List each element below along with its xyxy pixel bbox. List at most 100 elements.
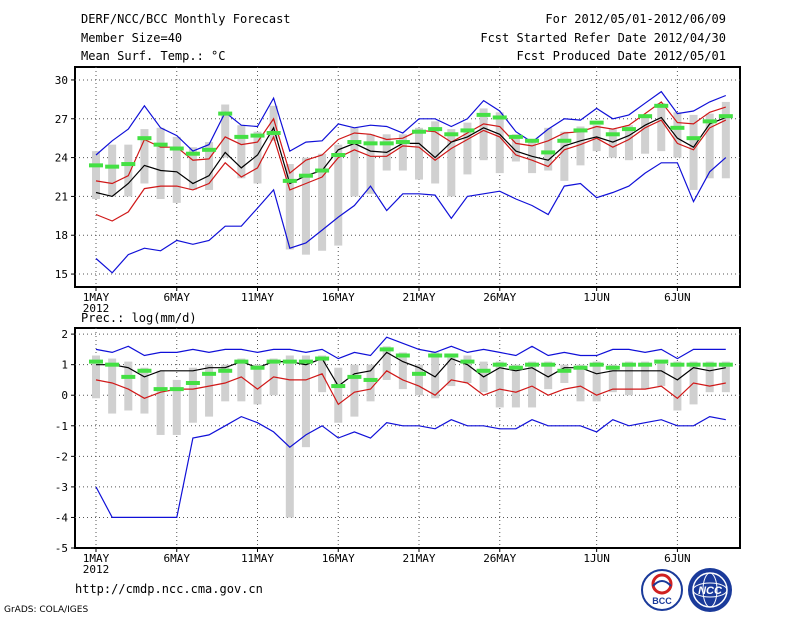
temp-spread-bar [560, 131, 569, 181]
prec-median-marker [202, 371, 217, 376]
prec-median-marker [638, 362, 653, 367]
prec-median-marker [654, 359, 669, 364]
grads-credit: GrADS: COLA/IGES [4, 605, 89, 615]
temp-spread-bar [641, 114, 650, 154]
temp-xtick-label: 11MAY [241, 291, 274, 304]
prec-spread-bar [92, 355, 100, 399]
temp-spread-bar [689, 114, 698, 190]
temp-upper-line [95, 101, 726, 185]
prec-median-marker [121, 374, 136, 379]
prec-spread-bar [382, 346, 391, 380]
temp-median-marker [589, 120, 604, 125]
prec-median-marker [315, 356, 330, 361]
temp-median-marker [508, 134, 523, 139]
temp-xtick-label: 1MAY [83, 291, 110, 304]
temp-xtick-label: 21MAY [402, 291, 435, 304]
temp-spread-bar [108, 144, 117, 197]
prec-year-label: 2012 [83, 563, 110, 576]
prec-spread-bar [544, 361, 553, 390]
temp-spread-bar [511, 134, 520, 162]
prec-spread-bar [172, 379, 181, 435]
temp-spread-bar [334, 144, 343, 246]
temp-spread-bar [463, 122, 472, 175]
prec-xtick-label: 11MAY [241, 552, 274, 565]
prec-xtick-label: 1MAY [83, 552, 110, 565]
temp-median-marker [218, 111, 233, 116]
ncc-logo-text: NCC [698, 585, 723, 597]
temp-lower-line [95, 119, 727, 222]
temp-mean-line [95, 116, 727, 198]
temp-ytick-label: 21 [55, 190, 68, 203]
temp-median-marker [105, 164, 120, 169]
prec-median-marker [137, 368, 152, 373]
temp-median-marker [444, 132, 459, 137]
temp-median-marker [460, 128, 475, 133]
temp-spread-bar [657, 103, 666, 152]
temp-spread-bar [285, 164, 294, 250]
prec-median-marker [105, 362, 120, 367]
temp-median-marker [525, 138, 540, 143]
temp-median-marker [137, 136, 152, 141]
temp-median-marker [121, 162, 136, 167]
temp-median-marker [298, 173, 313, 178]
prec-median-marker [234, 359, 249, 364]
temp-median-marker [395, 140, 410, 145]
prec-spread-bar [673, 361, 682, 411]
temp-spread-bar [673, 112, 682, 158]
temp-median-marker [250, 133, 265, 138]
temp-spread-bar [253, 131, 262, 184]
prec-spread-bar [350, 364, 359, 417]
temp-median-marker [234, 134, 249, 139]
temp-median-marker [476, 112, 491, 117]
prec-min-line [95, 415, 726, 519]
prec-median-marker [605, 365, 620, 370]
temp-median-marker [718, 114, 733, 119]
prec-median-marker [428, 353, 443, 358]
temp-median-marker [331, 153, 346, 157]
prec-max-line [95, 336, 726, 360]
temp-spread-bar [318, 153, 327, 251]
temp-median-marker [573, 128, 588, 133]
prec-median-marker [153, 387, 168, 392]
temp-xtick-label: 1JUN [583, 291, 610, 304]
prec-median-marker [89, 359, 103, 364]
temp-spread-bar [269, 105, 278, 141]
prec-spread-bar [140, 367, 149, 414]
prec-spread-bar [560, 364, 569, 383]
temp-spread-bar [301, 157, 310, 255]
temp-spread-bar [624, 125, 633, 161]
prec-spread-bar [205, 364, 214, 417]
prec-median-marker [573, 365, 588, 370]
forecast-period: For 2012/05/01-2012/06/09 [545, 12, 726, 26]
temp-spread-bar [495, 112, 504, 174]
temp-xtick-label: 16MAY [322, 291, 355, 304]
temp-spread-bar [350, 127, 359, 197]
prec-spread-bar [495, 361, 504, 408]
prec-spread-bar [237, 358, 246, 402]
temp-min-line [95, 157, 727, 274]
prec-spread-bar [447, 355, 456, 387]
temp-xtick-label: 26MAY [483, 291, 516, 304]
prec-panel-title: Prec.: log(mm/d) [81, 311, 197, 325]
source-url[interactable]: http://cmdp.ncc.cma.gov.cn [75, 582, 263, 596]
prec-spread-bar [334, 367, 343, 423]
temp-median-marker [428, 127, 443, 132]
temp-spread-bar [366, 134, 375, 194]
prec-median-marker [702, 362, 717, 367]
temp-median-marker [315, 168, 330, 173]
prec-median-marker [557, 368, 572, 373]
prec-median-marker [621, 362, 636, 367]
temp-median-marker [185, 151, 200, 156]
variable-label: Mean Surf. Temp.: °C [81, 49, 226, 63]
prec-spread-bar [431, 352, 440, 399]
prec-spread-bar [721, 361, 730, 393]
prec-median-marker [460, 359, 475, 364]
prec-ytick-label: -5 [55, 542, 68, 555]
bcc-logo: BCC [641, 569, 683, 611]
prec-median-marker [686, 362, 701, 367]
temp-median-marker [492, 115, 507, 120]
temp-spread-bar [576, 126, 585, 166]
prec-spread-bar [188, 367, 197, 423]
prec-median-marker [670, 362, 685, 367]
